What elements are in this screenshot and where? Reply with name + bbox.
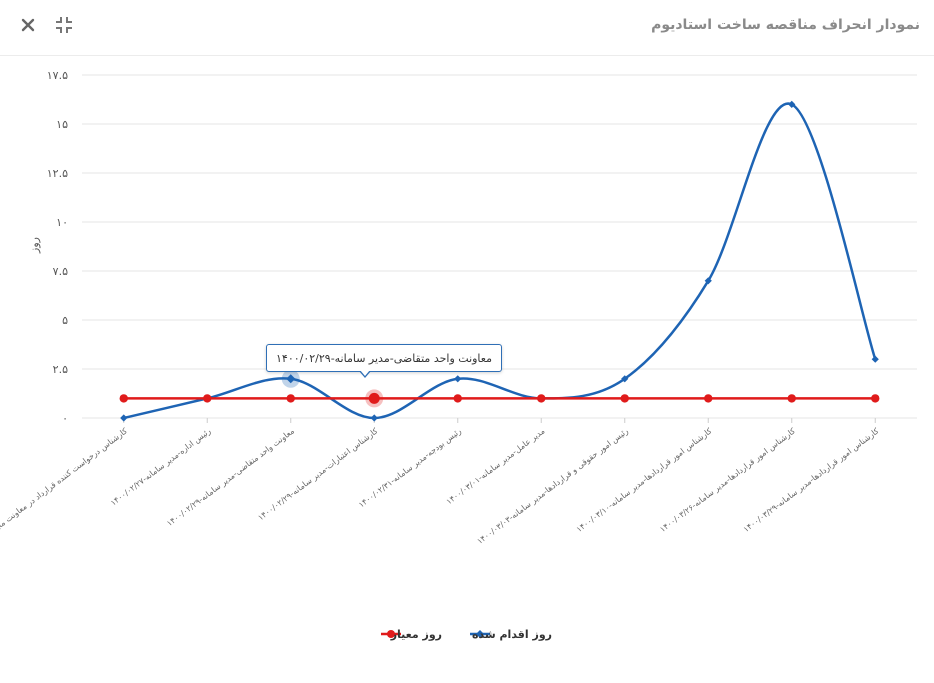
y-tick-label: ۱۲.۵	[47, 167, 68, 180]
tooltip: معاونت واحد متقاضی-مدیر سامانه-۱۴۰۰/۰۲/۲…	[266, 344, 502, 372]
data-point[interactable]	[368, 392, 380, 404]
x-tick-label: رئیس اداره-مدیر سامانه-۱۴۰۰/۰۲/۲۷	[109, 426, 213, 507]
series-layer	[119, 100, 880, 422]
legend: روز اقدام شده روز معیار	[381, 628, 552, 641]
data-point[interactable]	[620, 394, 629, 403]
data-point[interactable]	[370, 414, 378, 422]
data-point[interactable]	[787, 394, 796, 403]
data-point[interactable]	[286, 374, 296, 384]
data-point[interactable]	[453, 394, 462, 403]
legend-item[interactable]: روز اقدام شده	[470, 628, 552, 641]
legend-label: روز معیار	[390, 628, 442, 641]
legend-label: روز اقدام شده	[472, 628, 552, 641]
data-point[interactable]	[871, 355, 879, 363]
x-tick-label: مدیر عامل-مدیر سامانه-۱۴۰۰/۰۳/۰۱	[445, 426, 547, 506]
y-tick-label: ۱۵	[56, 118, 68, 131]
data-point[interactable]	[286, 394, 295, 403]
data-point[interactable]	[203, 394, 212, 403]
series-markers	[120, 100, 879, 422]
y-tick-label: ۰	[62, 412, 68, 425]
x-tick-label: کارشناس امور قراردادها-مدیر سامانه-۱۴۰۰/…	[575, 426, 714, 534]
data-point[interactable]	[704, 394, 713, 403]
y-tick-label: ۱۰	[56, 216, 68, 229]
collapse-button[interactable]	[51, 12, 77, 38]
close-button[interactable]	[15, 12, 41, 38]
grid-lines	[82, 74, 917, 419]
data-point[interactable]	[788, 100, 796, 108]
tooltip-arrow-inner	[360, 370, 370, 376]
data-point[interactable]	[537, 394, 546, 403]
legend-marker	[387, 630, 395, 638]
series-markers	[119, 392, 880, 404]
chart-title: نمودار انحراف مناقصه ساخت استادیوم	[651, 17, 920, 33]
data-point[interactable]	[120, 414, 128, 422]
x-tick-labels: کارشناس درخواست کننده قرارداد در معاونت …	[0, 418, 881, 563]
x-tick-label: رئیس امور حقوقی و قراردادها-مدیر سامانه-…	[475, 426, 630, 546]
data-point[interactable]	[621, 375, 629, 383]
data-point[interactable]	[871, 394, 880, 403]
y-tick-label: ۱۷.۵	[47, 69, 68, 82]
legend-item[interactable]: روز معیار	[381, 628, 442, 641]
y-axis-label: روز	[28, 237, 41, 254]
data-point[interactable]	[119, 394, 128, 403]
y-tick-label: ۷.۵	[53, 265, 68, 278]
legend-marker	[476, 630, 484, 638]
x-tick-label: کارشناس امور قراردادها-مدیر سامانه-۱۴۰۰/…	[742, 426, 881, 534]
y-tick-label: ۵	[62, 314, 68, 327]
x-tick-label: کارشناس درخواست کننده قرارداد در معاونت …	[0, 426, 129, 563]
data-point[interactable]	[704, 277, 712, 285]
x-tick-label: معاونت واحد متقاضی-مدیر سامانه-۱۴۰۰/۰۲/۲…	[165, 426, 296, 528]
collapse-icon	[54, 15, 74, 35]
y-tick-labels: ۰ ۲.۵ ۵ ۷.۵ ۱۰ ۱۲.۵ ۱۵ ۱۷.۵	[47, 69, 68, 425]
chart-header: نمودار انحراف مناقصه ساخت استادیوم	[0, 0, 934, 56]
y-tick-label: ۲.۵	[53, 363, 68, 376]
close-icon	[20, 17, 36, 33]
data-point[interactable]	[454, 375, 462, 383]
x-tick-label: کارشناس امور قراردادها-مدیر سامانه-۱۴۰۰/…	[658, 426, 797, 534]
